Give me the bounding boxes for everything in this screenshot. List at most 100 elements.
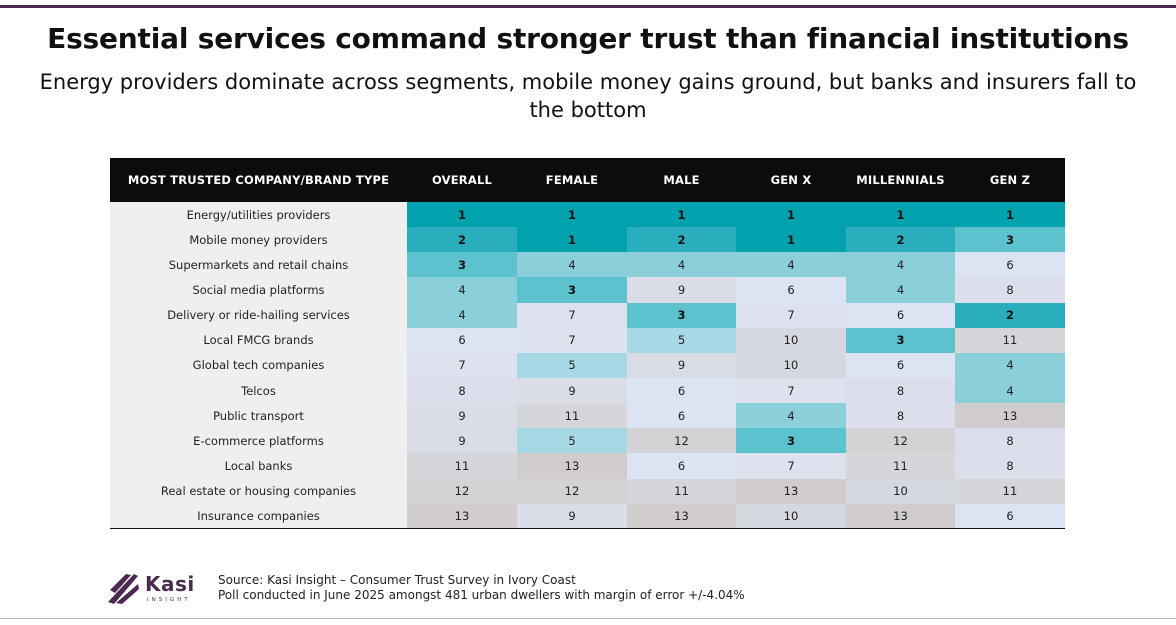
rank-cell: 2 [955, 302, 1065, 328]
rank-cell: 13 [846, 503, 955, 530]
column-header-category: MOST TRUSTED COMPANY/BRAND TYPE [110, 158, 407, 202]
rank-cell: 1 [627, 202, 736, 228]
column-header-overall: OVERALL [407, 158, 517, 202]
rank-cell: 1 [955, 202, 1065, 228]
rank-cell: 6 [627, 377, 736, 404]
rank-cell: 4 [955, 352, 1065, 378]
rank-cell: 8 [846, 403, 955, 429]
rank-cell: 10 [736, 503, 846, 530]
rank-cell: 6 [627, 453, 736, 479]
row-label: Social media platforms [110, 277, 407, 303]
table-body: Energy/utilities providers 1 1 1 1 1 1 Mobile m… [110, 202, 1065, 530]
rank-cell: 13 [407, 503, 517, 530]
rank-cell: 12 [846, 428, 955, 454]
rank-cell: 6 [846, 302, 955, 328]
rank-cell: 8 [955, 453, 1065, 479]
rank-cell: 4 [736, 403, 846, 429]
rank-cell: 4 [846, 277, 955, 303]
rank-cell: 13 [736, 478, 846, 504]
rank-cell: 5 [517, 428, 627, 454]
rank-cell: 1 [736, 227, 846, 253]
rank-cell: 5 [627, 327, 736, 353]
rank-cell: 3 [407, 252, 517, 278]
table-row: Insurance companies 13 9 13 10 13 6 [110, 503, 1065, 530]
rank-cell: 6 [955, 503, 1065, 530]
table-row: Delivery or ride-hailing services 4 7 3 7 6 2 [110, 302, 1065, 328]
rank-cell: 7 [517, 327, 627, 353]
column-header-gen-x: GEN X [736, 158, 846, 202]
table-row: Local FMCG brands 6 7 5 10 3 11 [110, 327, 1065, 353]
source-line: Source: Kasi Insight – Consumer Trust Su… [218, 573, 576, 587]
rank-cell: 2 [407, 227, 517, 253]
rank-cell: 10 [736, 352, 846, 378]
rank-cell: 3 [955, 227, 1065, 253]
table-row: Global tech companies 7 5 9 10 6 4 [110, 352, 1065, 378]
rank-cell: 7 [736, 302, 846, 328]
rank-cell: 10 [846, 478, 955, 504]
rank-cell: 4 [846, 252, 955, 278]
row-label: Telcos [110, 377, 407, 404]
rank-cell: 6 [627, 403, 736, 429]
poll-note-line: Poll conducted in June 2025 amongst 481 … [218, 587, 745, 602]
row-label: Global tech companies [110, 352, 407, 378]
bottom-rule [0, 618, 1176, 619]
rank-cell: 11 [517, 403, 627, 429]
rank-cell: 9 [517, 503, 627, 530]
rank-cell: 11 [846, 453, 955, 479]
row-label: Local banks [110, 453, 407, 479]
rank-cell: 9 [627, 277, 736, 303]
rank-cell: 4 [736, 252, 846, 278]
rank-cell: 1 [407, 202, 517, 228]
row-label: Supermarkets and retail chains [110, 252, 407, 278]
rank-cell: 8 [955, 428, 1065, 454]
rank-cell: 8 [955, 277, 1065, 303]
row-label: Delivery or ride-hailing services [110, 302, 407, 328]
rank-cell: 6 [955, 252, 1065, 278]
row-label: E-commerce platforms [110, 428, 407, 454]
rank-cell: 3 [627, 302, 736, 328]
rank-cell: 1 [517, 227, 627, 253]
rank-cell: 9 [407, 428, 517, 454]
chart-title: Essential services command stronger trus… [47, 22, 1129, 55]
rank-cell: 3 [846, 327, 955, 353]
rank-cell: 9 [407, 403, 517, 429]
rank-cell: 12 [407, 478, 517, 504]
table-row: Real estate or housing companies 12 12 11 13… [110, 478, 1065, 504]
rank-cell: 1 [517, 202, 627, 228]
table-row: Social media platforms 4 3 9 6 4 8 [110, 277, 1065, 303]
rank-cell: 4 [955, 377, 1065, 404]
logo-word: Kasi [145, 572, 195, 596]
column-header-male: MALE [627, 158, 736, 202]
logo-subtext: INSIGHT [147, 597, 191, 603]
rank-cell: 9 [627, 352, 736, 378]
table-row: Mobile money providers 2 1 2 1 2 3 [110, 227, 1065, 253]
rank-cell: 7 [407, 352, 517, 378]
rank-cell: 7 [517, 302, 627, 328]
rank-cell: 2 [627, 227, 736, 253]
table-row: Supermarkets and retail chains 3 4 4 4 4 6 [110, 252, 1065, 278]
row-label: Energy/utilities providers [110, 202, 407, 228]
top-rule [0, 5, 1176, 8]
column-header-female: FEMALE [517, 158, 627, 202]
chart-subtitle: Energy providers dominate across segment… [39, 70, 1137, 122]
rank-cell: 7 [736, 453, 846, 479]
rank-cell: 4 [407, 302, 517, 328]
rank-cell: 4 [407, 277, 517, 303]
rank-cell: 9 [517, 377, 627, 404]
rank-cell: 4 [627, 252, 736, 278]
row-label: Real estate or housing companies [110, 478, 407, 504]
table-row: Public transport 9 11 6 4 8 13 [110, 403, 1065, 429]
ranking-table: MOST TRUSTED COMPANY/BRAND TYPE OVERALL FE… [110, 158, 1065, 530]
kasi-logo: Kasi INSIGHT [104, 570, 204, 606]
table-row: Energy/utilities providers 1 1 1 1 1 1 [110, 202, 1065, 228]
rank-cell: 5 [517, 352, 627, 378]
rank-cell: 12 [627, 428, 736, 454]
table-row: Local banks 11 13 6 7 11 8 [110, 453, 1065, 479]
rank-cell: 13 [955, 403, 1065, 429]
kasi-logo-mark-icon [108, 574, 139, 604]
rank-cell: 2 [846, 227, 955, 253]
rank-cell: 7 [736, 377, 846, 404]
rank-cell: 6 [846, 352, 955, 378]
row-label: Mobile money providers [110, 227, 407, 253]
rank-cell: 11 [627, 478, 736, 504]
